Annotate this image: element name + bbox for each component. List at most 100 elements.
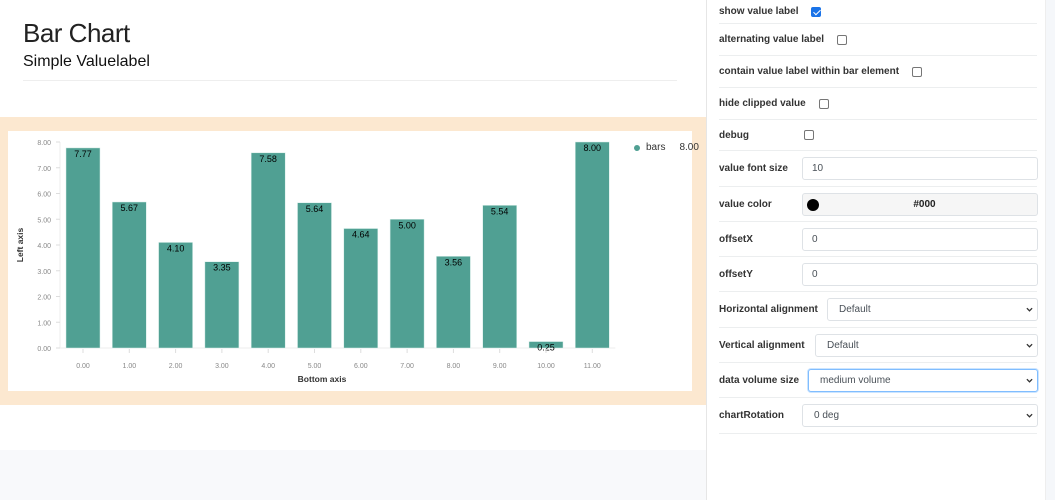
x-tick-label: 10.00 [537,363,555,370]
value-label: 0.25 [537,343,555,353]
setting-label: value color [719,198,772,210]
bar[interactable] [436,256,471,349]
setting-value-color: value color [719,187,1037,222]
x-tick-label: 9.00 [493,363,507,370]
y-tick-label: 7.00 [37,166,51,173]
chevron-down-icon [1026,413,1033,418]
chevron-down-icon [1026,378,1033,383]
value-label: 5.64 [306,204,324,214]
setting-data-volume-size: data volume size [719,363,1037,398]
bar[interactable] [343,228,379,349]
bar[interactable] [528,341,564,349]
setting-offset-x: offsetX [719,222,1037,257]
bar[interactable] [158,242,193,349]
page-subtitle: Simple Valuelabel [23,53,150,70]
scrollbar-track[interactable] [1045,0,1055,500]
x-tick-label: 3.00 [215,363,229,370]
setting-horizontal-alignment: Horizontal alignment [719,292,1037,328]
y-tick-label: 3.00 [37,269,51,276]
y-tick-label: 6.00 [37,192,51,199]
value-label: 5.67 [121,203,139,213]
bar[interactable] [297,202,332,349]
bar[interactable] [250,152,286,349]
setting-label: value font size [719,163,788,174]
chevron-down-icon [1026,343,1033,348]
y-axis-title: Left axis [15,227,25,262]
horizontal-alignment-select[interactable]: Default [827,298,1038,321]
setting-label: data volume size [719,374,800,386]
x-tick-label: 1.00 [122,363,136,370]
value-label: 3.35 [213,263,231,273]
bar[interactable] [65,147,101,349]
setting-label: Vertical alignment [719,339,805,351]
color-swatch-icon [807,199,819,211]
chevron-down-icon [1026,307,1033,312]
show-value-label-checkbox[interactable] [811,6,822,17]
setting-label: offsetY [719,268,753,280]
debug-checkbox[interactable] [804,130,814,140]
contain-value-label-checkbox[interactable] [912,66,923,77]
x-tick-label: 7.00 [400,363,414,370]
offset-x-input[interactable]: 0 [802,228,1038,251]
legend-label: bars [646,142,666,153]
select-value: 0 deg [814,410,840,421]
value-font-size-input[interactable]: 10 [802,157,1038,180]
setting-label: hide clipped value [719,98,806,109]
bar[interactable] [204,261,240,349]
y-tick-label: 5.00 [37,217,51,224]
select-value: medium volume [820,375,891,386]
bar[interactable] [112,201,147,349]
x-axis-title: Bottom axis [298,374,347,384]
legend[interactable]: bars 8.00 [634,142,699,153]
x-tick-label: 6.00 [354,363,368,370]
setting-vertical-alignment: Vertical alignment [719,328,1037,363]
bar[interactable] [575,141,610,349]
x-tick-label: 2.00 [169,363,183,370]
value-label: 7.77 [74,149,92,159]
y-tick-label: 2.00 [37,295,51,302]
vertical-alignment-select[interactable]: Default [815,334,1038,357]
value-label: 4.10 [167,243,185,253]
divider [23,80,677,81]
hide-clipped-value-checkbox[interactable] [818,98,829,109]
y-tick-label: 1.00 [37,320,51,327]
value-color-picker[interactable]: #000 [802,193,1038,216]
setting-contain-value-label: contain value label within bar element [719,56,1037,88]
x-tick-label: 8.00 [447,363,461,370]
bar[interactable] [482,205,517,349]
alternating-value-label-checkbox[interactable] [837,34,848,45]
chart-rotation-select[interactable]: 0 deg [802,404,1038,427]
y-tick-label: 4.00 [37,243,51,250]
main-area: Bar Chart Simple Valuelabel 0.00 1.00 2.00… [0,18,706,500]
select-value: Default [827,340,859,351]
value-label: 5.54 [491,206,509,216]
value-label: 3.56 [445,257,463,267]
x-tick-label: 5.00 [308,363,322,370]
setting-label: offsetX [719,233,753,245]
setting-label: chartRotation [719,410,784,421]
y-tick-label: 8.00 [37,140,51,147]
legend-dot-icon [634,144,640,151]
settings-sidebar: show value label alternating value label… [706,0,1045,500]
setting-offset-y: offsetY [719,257,1037,292]
setting-hide-clipped-value: hide clipped value [719,88,1037,120]
setting-alternating-value-label: alternating value label [719,24,1037,56]
value-color-text: #000 [913,199,936,210]
select-value: Default [839,304,871,315]
footer-area [0,450,706,500]
value-label: 7.58 [259,154,277,164]
bar-chart: 0.00 1.00 2.00 3.00 4.00 5.00 6.00 7.00 8.00 7.77… [15,140,616,384]
setting-label: contain value label within bar element [719,66,900,77]
setting-show-value-label: show value label [719,0,1037,24]
bar[interactable] [389,219,425,349]
setting-label: alternating value label [719,34,825,45]
y-tick-label: 0.00 [37,346,51,353]
page-title: Bar Chart [23,18,130,48]
setting-value-font-size: value font size [719,151,1037,187]
value-label: 8.00 [584,143,602,153]
x-tick-label: 4.00 [261,363,275,370]
value-label: 4.64 [352,230,370,240]
offset-y-input[interactable]: 0 [802,263,1038,286]
x-tick-label: 11.00 [584,363,601,370]
data-volume-size-select[interactable]: medium volume [808,369,1038,392]
